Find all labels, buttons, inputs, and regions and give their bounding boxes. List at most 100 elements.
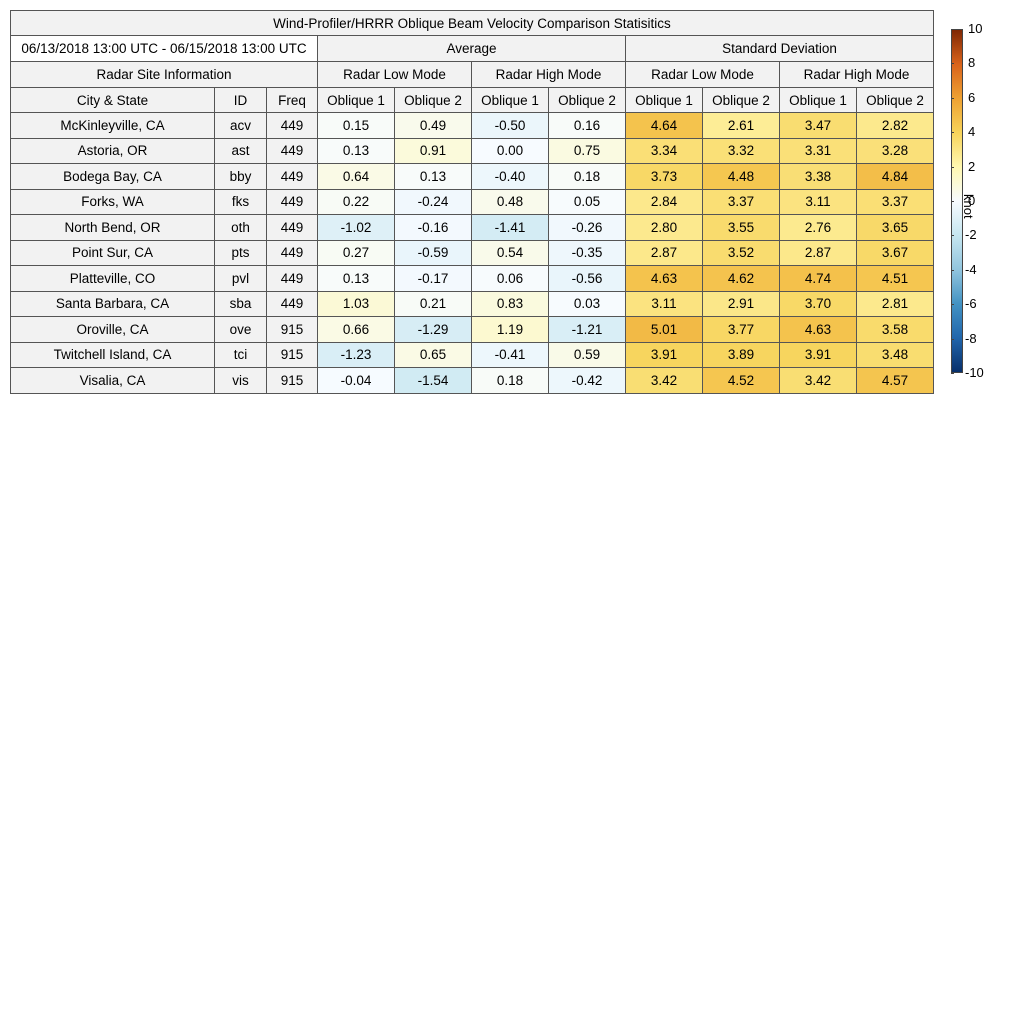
colorbar-tick-mark	[951, 97, 954, 99]
average-value-cell: 0.16	[548, 112, 626, 139]
average-value-cell: 0.91	[394, 137, 472, 164]
std-dev-value-cell: 3.28	[856, 137, 934, 164]
average-value-cell: 0.66	[317, 316, 395, 343]
average-value-cell: 0.48	[471, 188, 549, 215]
average-value-cell: -0.26	[548, 214, 626, 241]
average-value-cell: 0.13	[317, 265, 395, 292]
site-freq-cell: 915	[266, 316, 318, 343]
std-low-oblique1-header: Oblique 1	[625, 87, 703, 113]
table-row: Platteville, CO pvl 449 0.13 -0.17 0.06 -0.56 4…	[10, 265, 934, 292]
average-value-cell: -0.41	[471, 341, 549, 368]
colorbar-tick-label: -2	[965, 227, 977, 243]
std-dev-value-cell: 3.91	[779, 341, 857, 368]
average-value-cell: -0.16	[394, 214, 472, 241]
colorbar-tick-mark	[951, 235, 954, 237]
average-value-cell: 1.03	[317, 290, 395, 317]
average-value-cell: -0.56	[548, 265, 626, 292]
avg-low-mode-header: Radar Low Mode	[317, 61, 472, 88]
std-dev-value-cell: 4.62	[702, 265, 780, 292]
std-dev-value-cell: 3.58	[856, 316, 934, 343]
colorbar-tick-label: 4	[968, 124, 976, 140]
std-dev-value-cell: 3.52	[702, 239, 780, 266]
site-id-cell: vis	[214, 367, 267, 394]
std-dev-value-cell: 3.55	[702, 214, 780, 241]
std-dev-value-cell: 3.42	[779, 367, 857, 394]
site-city-cell: Point Sur, CA	[10, 239, 215, 266]
std-dev-value-cell: 4.84	[856, 163, 934, 190]
colorbar-tick-mark	[951, 132, 954, 134]
std-dev-value-cell: 3.42	[625, 367, 703, 394]
std-dev-value-cell: 4.63	[779, 316, 857, 343]
average-value-cell: -0.59	[394, 239, 472, 266]
average-value-cell: -0.35	[548, 239, 626, 266]
std-dev-value-cell: 4.51	[856, 265, 934, 292]
average-value-cell: 0.83	[471, 290, 549, 317]
average-value-cell: -0.42	[548, 367, 626, 394]
id-header: ID	[214, 87, 267, 113]
average-value-cell: -0.40	[471, 163, 549, 190]
average-value-cell: 0.13	[394, 163, 472, 190]
colorbar-tick-label: -10	[965, 365, 984, 380]
std-dev-value-cell: 4.63	[625, 265, 703, 292]
site-city-cell: Platteville, CO	[10, 265, 215, 292]
site-id-cell: ast	[214, 137, 267, 164]
table-row: McKinleyville, CA acv 449 0.15 0.49 -0.50 0.16…	[10, 112, 934, 139]
average-value-cell: -0.50	[471, 112, 549, 139]
std-dev-value-cell: 2.80	[625, 214, 703, 241]
average-value-cell: -1.41	[471, 214, 549, 241]
site-freq-cell: 449	[266, 163, 318, 190]
std-dev-value-cell: 5.01	[625, 316, 703, 343]
std-dev-value-cell: 3.38	[779, 163, 857, 190]
std-dev-value-cell: 3.37	[702, 188, 780, 215]
std-dev-value-cell: 3.67	[856, 239, 934, 266]
std-dev-value-cell: 3.11	[625, 290, 703, 317]
site-freq-cell: 449	[266, 265, 318, 292]
average-value-cell: 0.59	[548, 341, 626, 368]
avg-low-oblique1-header: Oblique 1	[317, 87, 395, 113]
table-row: Astoria, OR ast 449 0.13 0.91 0.00 0.75 3.34 3.3…	[10, 137, 934, 164]
table-body: McKinleyville, CA acv 449 0.15 0.49 -0.50 0.16…	[10, 112, 934, 394]
colorbar-tick-label: 6	[968, 89, 976, 105]
std-dev-header: Standard Deviation	[625, 35, 934, 62]
std-dev-value-cell: 2.87	[779, 239, 857, 266]
site-freq-cell: 915	[266, 341, 318, 368]
avg-high-oblique1-header: Oblique 1	[471, 87, 549, 113]
average-value-cell: 0.49	[394, 112, 472, 139]
colorbar-tick-label: 2	[968, 158, 976, 174]
average-value-cell: 0.21	[394, 290, 472, 317]
avg-low-oblique2-header: Oblique 2	[394, 87, 472, 113]
std-high-oblique1-header: Oblique 1	[779, 87, 857, 113]
average-value-cell: -1.23	[317, 341, 395, 368]
average-value-cell: -0.24	[394, 188, 472, 215]
average-value-cell: 1.19	[471, 316, 549, 343]
colorbar-tick-mark	[951, 269, 954, 271]
average-value-cell: 0.22	[317, 188, 395, 215]
site-freq-cell: 449	[266, 239, 318, 266]
site-id-cell: pts	[214, 239, 267, 266]
std-dev-value-cell: 3.34	[625, 137, 703, 164]
average-value-cell: -0.04	[317, 367, 395, 394]
average-value-cell: -1.29	[394, 316, 472, 343]
average-value-cell: 0.18	[471, 367, 549, 394]
site-city-cell: Oroville, CA	[10, 316, 215, 343]
std-dev-value-cell: 4.52	[702, 367, 780, 394]
std-dev-value-cell: 3.32	[702, 137, 780, 164]
site-id-cell: tci	[214, 341, 267, 368]
average-value-cell: 0.06	[471, 265, 549, 292]
colorbar-tick-mark	[951, 29, 954, 30]
site-id-cell: oth	[214, 214, 267, 241]
colorbar-tick-label: 0	[968, 193, 976, 208]
site-freq-cell: 449	[266, 188, 318, 215]
site-id-cell: fks	[214, 188, 267, 215]
site-id-cell: acv	[214, 112, 267, 139]
average-value-cell: -1.54	[394, 367, 472, 394]
std-dev-value-cell: 2.82	[856, 112, 934, 139]
std-dev-value-cell: 3.70	[779, 290, 857, 317]
average-value-cell: 0.65	[394, 341, 472, 368]
colorbar-tick-label: 10	[968, 21, 983, 36]
std-dev-value-cell: 4.74	[779, 265, 857, 292]
std-dev-value-cell: 3.37	[856, 188, 934, 215]
colorbar-tick-mark	[951, 338, 954, 340]
site-city-cell: Astoria, OR	[10, 137, 215, 164]
site-city-cell: Forks, WA	[10, 188, 215, 215]
